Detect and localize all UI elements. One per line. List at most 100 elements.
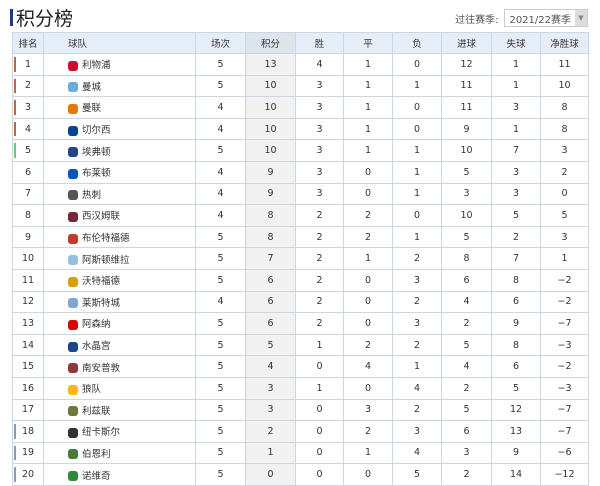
rank-cell: 6	[12, 160, 44, 184]
draws-cell: 0	[343, 290, 393, 314]
table-row[interactable]: 19 伯恩利 5 1 0 1 4 3 9 −6	[12, 441, 589, 465]
team-name[interactable]: 南安普敦	[82, 362, 121, 374]
team-cell[interactable]: 埃弗顿	[43, 139, 196, 162]
team-cell[interactable]: 纽卡斯尔	[43, 420, 196, 443]
losses-cell: 0	[392, 53, 442, 76]
col-goals-against[interactable]: 失球	[491, 32, 541, 54]
team-cell[interactable]: 阿斯顿维拉	[43, 247, 196, 270]
team-cell[interactable]: 沃特福德	[43, 268, 196, 292]
table-row[interactable]: 11 沃特福德 5 6 2 0 3 6 8 −2	[12, 268, 589, 292]
col-team[interactable]: 球队	[43, 32, 196, 54]
season-dropdown[interactable]: 2021/22赛季 ▼	[504, 9, 588, 27]
team-cell[interactable]: 布莱顿	[43, 160, 196, 184]
team-cell[interactable]: 伯恩利	[43, 441, 196, 465]
points-cell: 10	[245, 139, 296, 162]
team-name[interactable]: 布莱顿	[82, 168, 111, 180]
losses-cell: 1	[392, 74, 442, 98]
team-logo-icon	[68, 255, 78, 266]
table-row[interactable]: 17 利兹联 5 3 0 3 2 5 12 −7	[12, 398, 589, 422]
table-row[interactable]: 2 曼城 5 10 3 1 1 11 1 10	[12, 74, 589, 98]
table-row[interactable]: 1 利物浦 5 13 4 1 0 12 1 11	[12, 53, 589, 76]
team-cell[interactable]: 南安普敦	[43, 355, 196, 378]
team-cell[interactable]: 西汉姆联	[43, 204, 196, 227]
table-row[interactable]: 14 水晶宫 5 5 1 2 2 5 8 −3	[12, 333, 589, 357]
table-row[interactable]: 15 南安普敦 5 4 0 4 1 4 6 −2	[12, 355, 589, 378]
team-name[interactable]: 曼城	[82, 81, 102, 93]
col-goals-for[interactable]: 进球	[441, 32, 492, 54]
goal-diff-cell: −7	[540, 398, 589, 422]
col-points[interactable]: 积分	[245, 32, 296, 54]
team-name[interactable]: 水晶宫	[82, 341, 111, 353]
losses-cell: 2	[392, 333, 442, 357]
team-cell[interactable]: 曼城	[43, 74, 196, 98]
table-row[interactable]: 10 阿斯顿维拉 5 7 2 1 2 8 7 1	[12, 247, 589, 270]
team-name[interactable]: 曼联	[82, 103, 102, 115]
goals-against-cell: 6	[491, 355, 541, 378]
team-name[interactable]: 莱斯特城	[82, 297, 121, 309]
goals-against-cell: 3	[491, 182, 541, 206]
col-played[interactable]: 场次	[195, 32, 246, 54]
played-cell: 5	[195, 53, 246, 76]
draws-cell: 1	[343, 117, 393, 141]
team-name[interactable]: 埃弗顿	[82, 146, 111, 158]
team-cell[interactable]: 热刺	[43, 182, 196, 206]
team-name[interactable]: 狼队	[82, 384, 102, 396]
team-name[interactable]: 阿斯顿维拉	[82, 254, 130, 266]
wins-cell: 2	[295, 268, 344, 292]
table-row[interactable]: 7 热刺 4 9 3 0 1 3 3 0	[12, 182, 589, 206]
team-cell[interactable]: 水晶宫	[43, 333, 196, 357]
chevron-down-icon[interactable]: ▼	[575, 10, 587, 26]
team-name[interactable]: 诺维奇	[82, 470, 111, 482]
team-cell[interactable]: 阿森纳	[43, 312, 196, 335]
goal-diff-cell: −7	[540, 420, 589, 443]
team-cell[interactable]: 切尔西	[43, 117, 196, 141]
points-cell: 3	[245, 398, 296, 422]
table-row[interactable]: 13 阿森纳 5 6 2 0 3 2 9 −7	[12, 312, 589, 335]
goals-against-cell: 8	[491, 268, 541, 292]
table-row[interactable]: 4 切尔西 4 10 3 1 0 9 1 8	[12, 117, 589, 141]
team-logo-icon	[68, 82, 78, 93]
goals-against-cell: 13	[491, 420, 541, 443]
team-cell[interactable]: 布伦特福德	[43, 225, 196, 249]
team-name[interactable]: 热刺	[82, 189, 102, 201]
col-wins[interactable]: 胜	[295, 32, 344, 54]
col-losses[interactable]: 负	[392, 32, 442, 54]
team-cell[interactable]: 曼联	[43, 96, 196, 119]
rank-cell: 17	[12, 398, 44, 422]
team-cell[interactable]: 利兹联	[43, 398, 196, 422]
team-cell[interactable]: 利物浦	[43, 53, 196, 76]
table-row[interactable]: 12 莱斯特城 4 6 2 0 2 4 6 −2	[12, 290, 589, 314]
table-row[interactable]: 6 布莱顿 4 9 3 0 1 5 3 2	[12, 160, 589, 184]
team-name[interactable]: 沃特福德	[82, 276, 121, 288]
col-draws[interactable]: 平	[343, 32, 393, 54]
team-name[interactable]: 切尔西	[82, 125, 111, 137]
played-cell: 4	[195, 182, 246, 206]
col-rank[interactable]: 排名	[12, 32, 44, 54]
team-name[interactable]: 利兹联	[82, 405, 111, 417]
team-logo-icon	[68, 125, 78, 136]
table-row[interactable]: 18 纽卡斯尔 5 2 0 2 3 6 13 −7	[12, 420, 589, 443]
table-row[interactable]: 8 西汉姆联 4 8 2 2 0 10 5 5	[12, 204, 589, 227]
team-cell[interactable]: 诺维奇	[43, 463, 196, 486]
table-row[interactable]: 5 埃弗顿 5 10 3 1 1 10 7 3	[12, 139, 589, 162]
team-cell[interactable]: 狼队	[43, 376, 196, 400]
team-name[interactable]: 布伦特福德	[82, 233, 130, 245]
table-row[interactable]: 3 曼联 4 10 3 1 0 11 3 8	[12, 96, 589, 119]
goals-for-cell: 2	[441, 376, 492, 400]
team-name[interactable]: 伯恩利	[82, 448, 111, 460]
title-accent-bar	[10, 9, 13, 26]
table-header: 排名 球队 场次 积分 胜 平 负 进球 失球 净胜球	[12, 32, 589, 54]
team-name[interactable]: 纽卡斯尔	[82, 427, 121, 439]
table-row[interactable]: 20 诺维奇 5 0 0 0 5 2 14 −12	[12, 463, 589, 486]
team-name[interactable]: 利物浦	[82, 60, 111, 72]
team-name[interactable]: 阿森纳	[82, 319, 111, 331]
table-row[interactable]: 16 狼队 5 3 1 0 4 2 5 −3	[12, 376, 589, 400]
wins-cell: 2	[295, 312, 344, 335]
rank-cell: 20	[12, 463, 44, 486]
team-cell[interactable]: 莱斯特城	[43, 290, 196, 314]
col-goal-diff[interactable]: 净胜球	[540, 32, 589, 54]
losses-cell: 3	[392, 420, 442, 443]
table-row[interactable]: 9 布伦特福德 5 8 2 2 1 5 2 3	[12, 225, 589, 249]
team-name[interactable]: 西汉姆联	[82, 211, 121, 223]
draws-cell: 0	[343, 160, 393, 184]
